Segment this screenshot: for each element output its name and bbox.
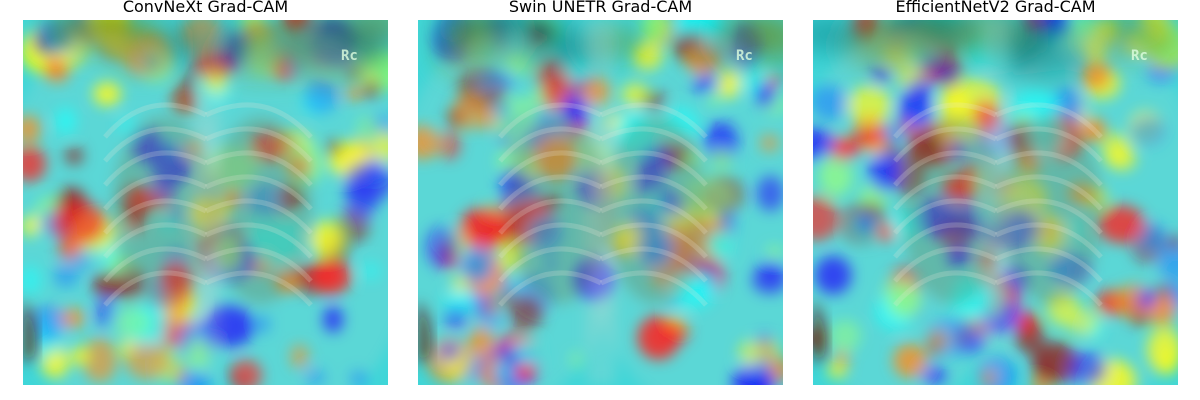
gradcam-panel-swin-unetr: Swin UNETR Grad-CAM Rc [418,0,783,400]
panel-title: Swin UNETR Grad-CAM [508,0,693,16]
gradcam-panel-convnext: ConvNeXt Grad-CAM Rc [23,0,388,400]
svg-text:Rc: Rc [341,48,358,64]
gradcam-panel-efficientnetv2: EfficientNetV2 Grad-CAM Rc [813,0,1178,400]
gradcam-heatmap-image: Rc [418,20,783,385]
gradcam-heatmap-image: Rc [23,20,388,385]
svg-text:Rc: Rc [736,48,753,64]
panel-title: ConvNeXt Grad-CAM [122,0,289,16]
gradcam-heatmap-image: Rc [813,20,1178,385]
svg-text:Rc: Rc [1131,48,1148,64]
panel-title: EfficientNetV2 Grad-CAM [895,0,1096,16]
